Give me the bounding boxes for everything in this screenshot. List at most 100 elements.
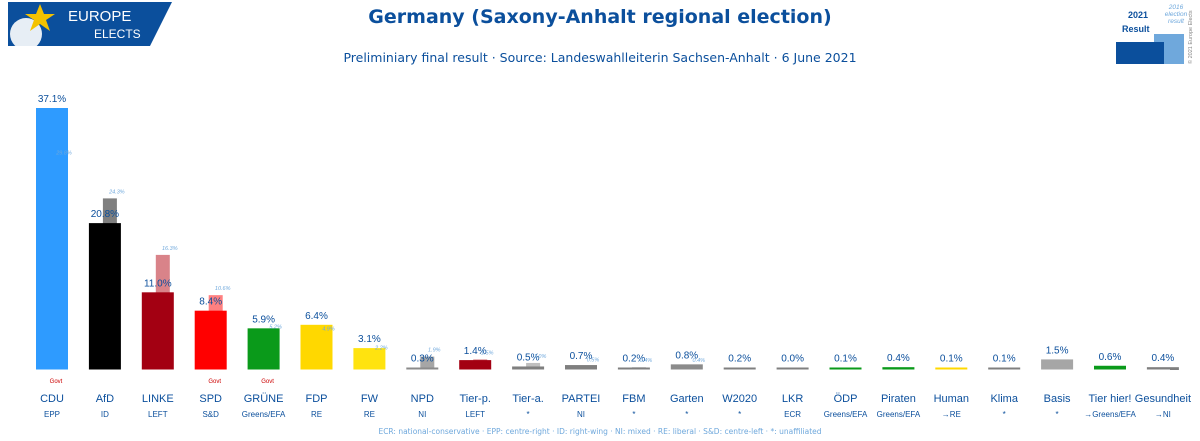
party-name-fbm: FBM: [622, 393, 645, 405]
party-group-human: 0.1% Human →RE: [934, 354, 969, 420]
party-group-tier-a: 0.5%1.0% Tier-a. *: [512, 352, 546, 419]
legend-current-swatch: [1116, 42, 1164, 64]
prev-label-afd: 24.3%: [108, 189, 125, 195]
value-label-tier-p: 1.4%: [464, 346, 487, 357]
prev-label-linke: 16.3%: [162, 246, 178, 252]
copyright-notice: © 2021 Europe Elects: [1187, 10, 1194, 64]
value-label-ödp: 0.1%: [834, 354, 857, 365]
legend-current-year: 2021: [1128, 10, 1148, 20]
party-name-piraten: Piraten: [881, 393, 916, 405]
bar-2021-fbm: [617, 367, 650, 370]
party-group-label-partei: NI: [577, 410, 585, 419]
value-label-partei: 0.7%: [570, 351, 593, 362]
value-label-lkr: 0.0%: [781, 354, 804, 365]
value-label-fw: 3.1%: [358, 334, 381, 345]
party-group-label-tier-p: LEFT: [465, 410, 485, 419]
party-group-linke: 11.0% 16.3% LINKE LEFT: [141, 246, 178, 419]
value-label-npd: 0.3%: [411, 354, 434, 365]
bar-2021-linke: [141, 292, 174, 370]
chart-title: Germany (Saxony-Anhalt regional election…: [368, 6, 832, 28]
bar-2021-basis: [1041, 359, 1074, 370]
prev-label-cdu: 29.8%: [55, 151, 72, 157]
party-group-tier-hier: 0.6% Tier hier! →Greens/EFA: [1084, 352, 1136, 419]
party-group-label-npd: NI: [418, 410, 426, 419]
party-group-label-fw: RE: [364, 410, 375, 419]
party-group-basis: 1.5% Basis *: [1041, 345, 1074, 419]
party-group-label-tier-a: *: [527, 410, 530, 419]
party-group-garten: 0.8%0.4% Garten *: [670, 350, 705, 419]
bars-layer: 37.1% 29.8% Govt CDU EPP 20.8% 24.3% AfD ID 11.0%…: [36, 94, 1191, 419]
prev-label-grüne: 5.2%: [269, 324, 282, 330]
party-name-afd: AfD: [96, 393, 114, 405]
bar-2021-fw: [353, 348, 386, 370]
value-label-grüne: 5.9%: [252, 314, 275, 325]
party-name-ödp: ÖDP: [834, 393, 858, 405]
party-group-lkr: 0.0% LKR ECR: [776, 354, 809, 419]
logo-text-elects: ELECTS: [94, 27, 141, 41]
party-name-klima: Klima: [990, 393, 1018, 405]
legend: 2021 Result 2016 election result: [1116, 4, 1187, 64]
prev-label-tier-p: 1.5%: [481, 350, 494, 356]
value-label-basis: 1.5%: [1046, 345, 1069, 356]
party-group-label-w2020: *: [738, 410, 741, 419]
prev-label-fw: 2.2%: [374, 345, 388, 351]
value-label-gesundheit: 0.4%: [1152, 353, 1175, 364]
value-label-w2020: 0.2%: [728, 354, 751, 365]
party-group-label-human: →RE: [942, 410, 961, 419]
party-group-label-fbm: *: [632, 410, 635, 419]
bar-2021-grüne: [247, 328, 280, 370]
party-group-label-lkr: ECR: [784, 410, 801, 419]
bar-2021-human: [935, 367, 968, 370]
party-group-afd: 20.8% 24.3% AfD ID: [88, 189, 125, 419]
value-label-klima: 0.1%: [993, 354, 1016, 365]
party-name-w2020: W2020: [722, 393, 757, 405]
party-group-w2020: 0.2% W2020 *: [722, 354, 757, 420]
prev-label-garten: 0.4%: [693, 358, 706, 364]
party-group-label-piraten: Greens/EFA: [877, 410, 921, 419]
party-group-label-ödp: Greens/EFA: [824, 410, 868, 419]
govt-label-spd: Govt: [208, 379, 221, 385]
bar-2021-partei: [565, 365, 597, 370]
value-label-tier-hier: 0.6%: [1099, 352, 1122, 363]
party-name-gesundheit: Gesundheit: [1135, 393, 1191, 405]
party-name-partei: PARTEI: [562, 393, 601, 405]
bar-2021-fdp: [300, 324, 333, 370]
bar-2021-tier-p: [459, 360, 492, 370]
prev-label-spd: 10.6%: [215, 286, 231, 292]
party-group-gesundheit: 0.4% Gesundheit →NI: [1135, 353, 1191, 419]
value-label-afd: 20.8%: [91, 209, 119, 220]
party-name-linke: LINKE: [142, 393, 174, 405]
party-name-basis: Basis: [1044, 393, 1071, 405]
party-group-label-gesundheit: →NI: [1155, 410, 1171, 419]
party-group-fdp: 6.4% 4.9% FDP RE: [300, 311, 335, 419]
value-label-tier-a: 0.5%: [517, 352, 540, 363]
party-group-label-grüne: Greens/EFA: [242, 410, 286, 419]
value-label-piraten: 0.4%: [887, 353, 910, 364]
prev-label-npd: 1.9%: [428, 348, 441, 354]
bar-2021-cdu: [36, 108, 68, 370]
prev-label-tier-a: 1.0%: [534, 354, 547, 360]
party-group-klima: 0.1% Klima *: [988, 354, 1021, 419]
party-group-piraten: 0.4% Piraten Greens/EFA: [877, 353, 921, 419]
legend-current-label: Result: [1122, 24, 1150, 34]
party-name-lkr: LKR: [782, 393, 803, 405]
party-group-npd: 0.3%1.9% NPD NI: [406, 348, 441, 419]
party-group-label-afd: ID: [101, 410, 109, 419]
value-label-linke: 11.0%: [144, 278, 172, 289]
party-group-grüne: 5.9%5.2% Govt GRÜNE Greens/EFA: [242, 314, 286, 419]
footnote: ECR: national-conservative · EPP: centre…: [378, 427, 822, 436]
party-name-garten: Garten: [670, 393, 704, 405]
party-group-cdu: 37.1% 29.8% Govt CDU EPP: [36, 94, 72, 419]
value-label-fbm: 0.2%: [623, 354, 646, 365]
party-name-human: Human: [934, 393, 969, 405]
bar-2021-lkr: [776, 367, 809, 370]
prev-label-partei: 0.5%: [587, 357, 600, 363]
bar-2021-afd: [88, 223, 121, 370]
bar-2021-gesundheit: [1146, 367, 1179, 370]
party-name-tier-a: Tier-a.: [512, 393, 543, 405]
party-name-cdu: CDU: [40, 393, 64, 405]
party-name-npd: NPD: [411, 393, 434, 405]
bar-2021-garten: [670, 364, 703, 370]
party-group-label-basis: *: [1056, 410, 1059, 419]
